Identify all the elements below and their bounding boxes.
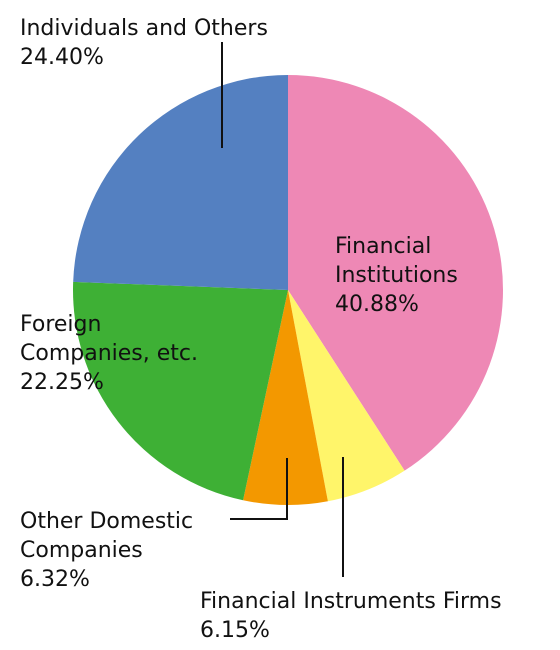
category-label: Foreign Companies, etc. — [20, 312, 198, 366]
slices — [72, 75, 504, 505]
pie-slice — [288, 290, 405, 502]
category-label: Individuals and Others — [20, 16, 268, 41]
slice-label: Individuals and Others 24.40% — [20, 14, 268, 72]
leader-lines — [221, 42, 344, 577]
category-label: Other Domestic Companies — [20, 509, 194, 563]
pie-slice — [288, 75, 504, 471]
category-label: Financial Institutions — [335, 234, 458, 288]
pie-slice — [72, 281, 288, 501]
pie-slice — [243, 290, 328, 505]
slice-label: Financial Institutions 40.88% — [335, 232, 458, 319]
slice-label: Other Domestic Companies 6.32% — [20, 507, 193, 594]
value-label: 6.32% — [20, 567, 90, 592]
pie-slice — [73, 75, 288, 290]
slice-label: Financial Instruments Firms 6.15% — [200, 587, 502, 645]
leader-line — [230, 458, 288, 520]
value-label: 22.25% — [20, 370, 104, 395]
slice-label: Foreign Companies, etc. 22.25% — [20, 310, 198, 397]
value-label: 6.15% — [200, 618, 270, 643]
value-label: 40.88% — [335, 292, 419, 317]
value-label: 24.40% — [20, 45, 104, 70]
category-label: Financial Instruments Firms — [200, 589, 502, 614]
